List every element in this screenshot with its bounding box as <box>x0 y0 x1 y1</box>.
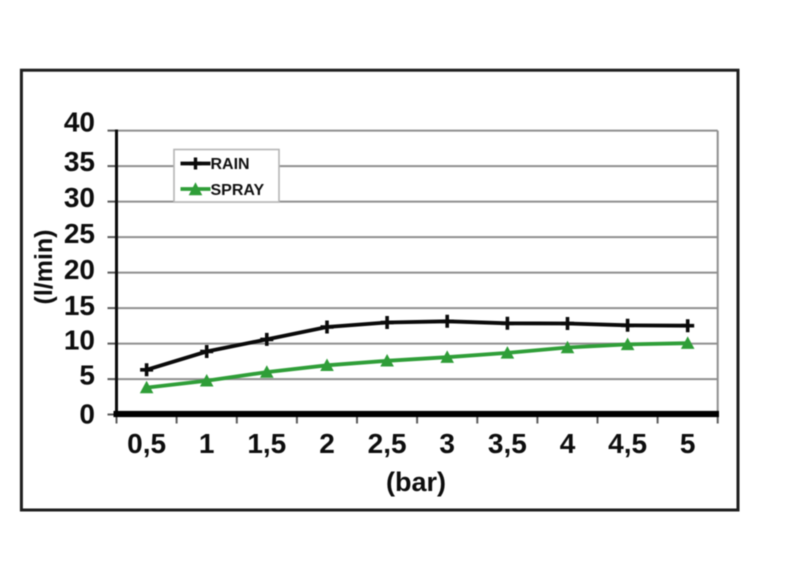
svg-text:10: 10 <box>64 325 95 356</box>
svg-text:4: 4 <box>560 428 576 459</box>
svg-text:40: 40 <box>64 106 95 137</box>
svg-text:1,5: 1,5 <box>247 428 286 459</box>
svg-text:35: 35 <box>64 146 95 177</box>
svg-text:5: 5 <box>79 359 95 390</box>
svg-text:20: 20 <box>64 254 95 285</box>
svg-text:0,5: 0,5 <box>127 428 166 459</box>
svg-text:2: 2 <box>319 428 335 459</box>
svg-text:2,5: 2,5 <box>368 428 407 459</box>
svg-text:0: 0 <box>79 399 95 430</box>
svg-text:4,5: 4,5 <box>608 428 647 459</box>
svg-text:30: 30 <box>64 182 95 213</box>
svg-text:15: 15 <box>64 290 95 321</box>
svg-text:3: 3 <box>439 428 455 459</box>
svg-text:SPRAY: SPRAY <box>211 182 265 199</box>
svg-text:1: 1 <box>199 428 215 459</box>
svg-text:(bar): (bar) <box>386 467 446 497</box>
svg-text:(l/min): (l/min) <box>30 230 58 305</box>
svg-text:25: 25 <box>64 218 95 249</box>
svg-text:5: 5 <box>680 428 696 459</box>
svg-text:RAIN: RAIN <box>211 156 250 173</box>
svg-text:3,5: 3,5 <box>488 428 527 459</box>
